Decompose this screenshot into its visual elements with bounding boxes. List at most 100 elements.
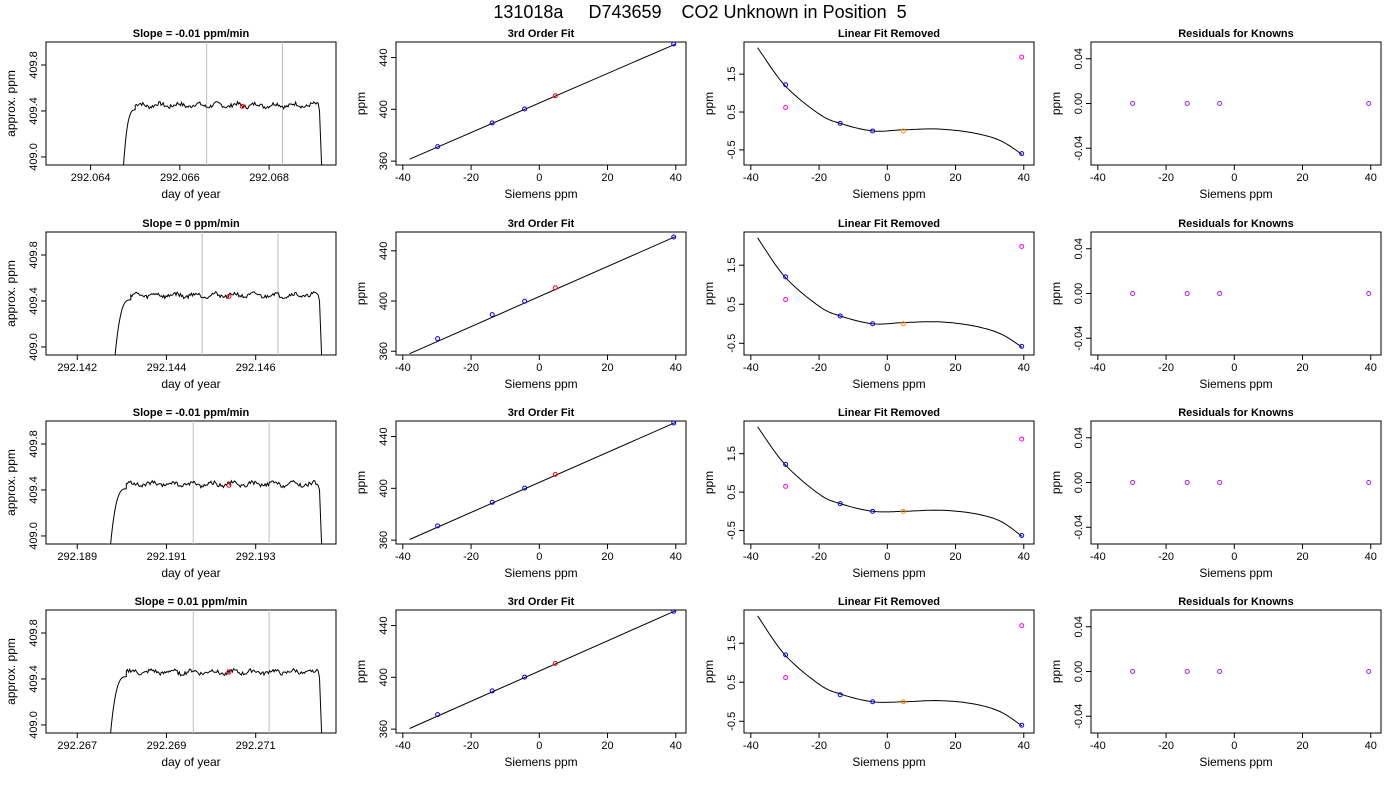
y-axis-label: ppm <box>1049 92 1063 115</box>
x-tick-label: -20 <box>811 740 827 752</box>
x-tick-label: 20 <box>601 551 613 563</box>
concentration-trace <box>110 667 323 733</box>
residual-point <box>1130 101 1136 106</box>
panel-title: Linear Fit Removed <box>838 28 940 40</box>
x-axis-label: Siemens ppm <box>1199 187 1272 201</box>
x-tick-label: 20 <box>1296 362 1308 374</box>
known-point <box>837 120 843 126</box>
known-point <box>837 501 843 507</box>
plot-area <box>409 234 677 355</box>
y-tick-label: -0.5 <box>726 521 738 540</box>
x-axis-label: Siemens ppm <box>852 187 925 201</box>
panel-r3c2: 3rd Order Fit Siemens ppm ppm -40 -20 0 20 40 36… <box>354 407 687 580</box>
mean-marker <box>239 103 245 109</box>
x-tick-label: 40 <box>1365 551 1377 563</box>
residual-point <box>1184 480 1190 485</box>
y-tick-label: 0.04 <box>1073 616 1085 637</box>
x-tick-label: -20 <box>811 362 827 374</box>
y-tick-label: 0.04 <box>1073 427 1085 448</box>
unknown-point <box>552 93 558 99</box>
known-point <box>783 652 789 658</box>
x-tick-label: 40 <box>670 740 682 752</box>
known-point <box>837 692 843 698</box>
y-axis-label: ppm <box>702 660 716 683</box>
x-axis-label: Siemens ppm <box>852 755 925 769</box>
x-tick-label: -20 <box>463 362 479 374</box>
fit-curve <box>409 610 677 729</box>
residual-point <box>1217 101 1223 106</box>
x-tick-label: 292.193 <box>236 551 276 563</box>
y-tick-label: 0.5 <box>726 484 738 499</box>
x-tick-label: 0 <box>536 740 542 752</box>
y-tick-label: 409.0 <box>28 143 40 171</box>
x-tick-label: -40 <box>1090 740 1106 752</box>
y-axis-label: ppm <box>354 660 368 683</box>
x-tick-label: 0 <box>1231 740 1237 752</box>
x-tick-label: 0 <box>536 172 542 184</box>
known-point <box>489 688 495 694</box>
y-axis-label: ppm <box>702 471 716 494</box>
known-point <box>671 421 677 426</box>
residual-point <box>1184 291 1190 296</box>
known-point <box>783 274 789 280</box>
x-tick-label: 0 <box>536 551 542 563</box>
fit-curve <box>757 237 1023 348</box>
residual-point <box>1217 480 1223 485</box>
known-point <box>489 499 495 505</box>
plot-frame <box>45 231 337 356</box>
known-point <box>1019 343 1025 349</box>
plot-area <box>123 42 323 165</box>
x-axis-label: day of year <box>161 187 220 201</box>
x-tick-label: -40 <box>743 362 759 374</box>
known-point <box>671 234 677 240</box>
plot-area <box>409 610 677 729</box>
panel-title: 3rd Order Fit <box>508 218 575 230</box>
unknown-point <box>900 321 906 327</box>
removed-point <box>1019 436 1025 442</box>
y-tick-label: -0.5 <box>726 712 738 731</box>
fit-curve <box>757 615 1023 727</box>
removed-point <box>783 483 789 489</box>
x-tick-label: 40 <box>1018 740 1030 752</box>
unknown-point <box>552 471 558 477</box>
x-tick-label: 292.064 <box>71 172 111 184</box>
known-point <box>837 313 843 319</box>
x-tick-label: 292.068 <box>249 172 289 184</box>
y-tick-label: 360 <box>378 152 390 170</box>
panel-title: Linear Fit Removed <box>838 407 940 419</box>
concentration-trace <box>123 100 323 165</box>
plot-frame <box>45 41 337 166</box>
y-tick-label: 409.4 <box>28 97 40 125</box>
y-axis-label: approx. ppm <box>4 638 18 705</box>
fit-curve <box>757 426 1023 537</box>
x-tick-label: 0 <box>884 551 890 563</box>
y-tick-label: 0.00 <box>1073 472 1085 493</box>
x-tick-label: 0 <box>884 740 890 752</box>
x-tick-label: -20 <box>811 172 827 184</box>
x-tick-label: 40 <box>1365 740 1377 752</box>
panel-title: Residuals for Knowns <box>1178 28 1294 40</box>
panel-r1c1: Slope = -0.01 ppm/min day of year approx. … <box>4 28 337 201</box>
x-tick-label: 292.142 <box>57 362 97 374</box>
y-tick-label: 400 <box>378 668 390 686</box>
plot-frame <box>395 41 687 166</box>
y-tick-label: 1.5 <box>726 67 738 82</box>
panel-title: Linear Fit Removed <box>838 596 940 608</box>
y-tick-label: 440 <box>378 616 390 634</box>
y-axis-label: ppm <box>1049 471 1063 494</box>
panel-title: Slope = 0 ppm/min <box>142 218 240 230</box>
y-tick-label: 0.04 <box>1073 238 1085 259</box>
x-axis-label: Siemens ppm <box>504 566 577 580</box>
fit-curve <box>409 421 677 540</box>
x-tick-label: 20 <box>949 551 961 563</box>
x-tick-label: 40 <box>1365 362 1377 374</box>
page-title: 131018a D743659 CO2 Unknown in Position … <box>493 2 907 22</box>
plot-frame <box>743 41 1035 166</box>
y-axis-label: approx. ppm <box>4 70 18 137</box>
residual-point <box>1130 291 1136 296</box>
x-tick-label: 40 <box>670 362 682 374</box>
fit-curve <box>409 43 676 160</box>
known-point <box>870 699 876 705</box>
x-axis-label: Siemens ppm <box>852 377 925 391</box>
x-tick-label: -20 <box>1158 362 1174 374</box>
